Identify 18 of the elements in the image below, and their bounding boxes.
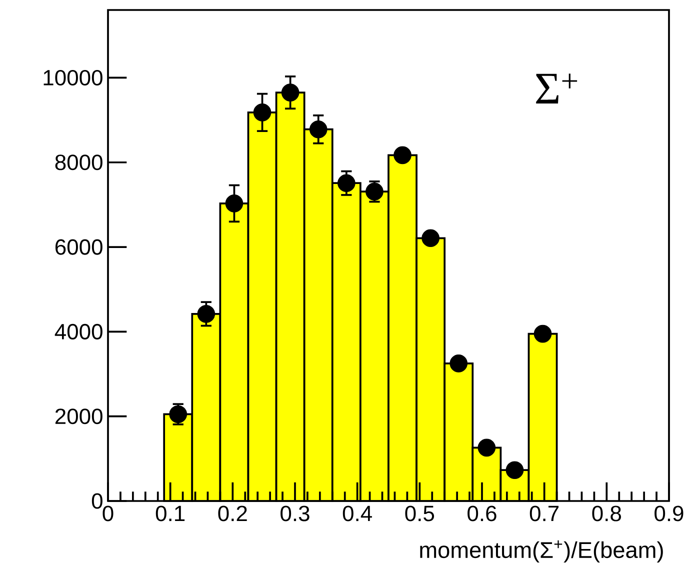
y-tick-label: 8000 (55, 154, 102, 170)
x-axis-title: momentum(Σ$^{+}$)/E(beam) (420, 540, 663, 563)
x-tick-label: 0.8 (592, 506, 621, 522)
annotation: Σ$^{+}$ (536, 74, 578, 104)
y-tick-label: 6000 (55, 239, 102, 255)
y-tick-label: 4000 (54, 324, 102, 340)
x-tick-label: 0.6 (468, 506, 496, 522)
x-tick-label: 0.7 (530, 506, 559, 522)
x-tick-label: 0.5 (405, 506, 434, 522)
x-tick-label: 0.4 (342, 506, 372, 522)
y-tick-label: 0 (92, 493, 102, 509)
y-tick-label: 2000 (55, 408, 102, 424)
x-tick-label: 0.1 (156, 506, 185, 522)
x-tick-label: 0 (102, 506, 114, 522)
x-tick-label: 0.3 (280, 506, 310, 522)
x-tick-label: 0.9 (654, 506, 684, 522)
y-tick-label: 10000 (44, 70, 102, 86)
x-tick-label: 0.2 (218, 506, 247, 522)
